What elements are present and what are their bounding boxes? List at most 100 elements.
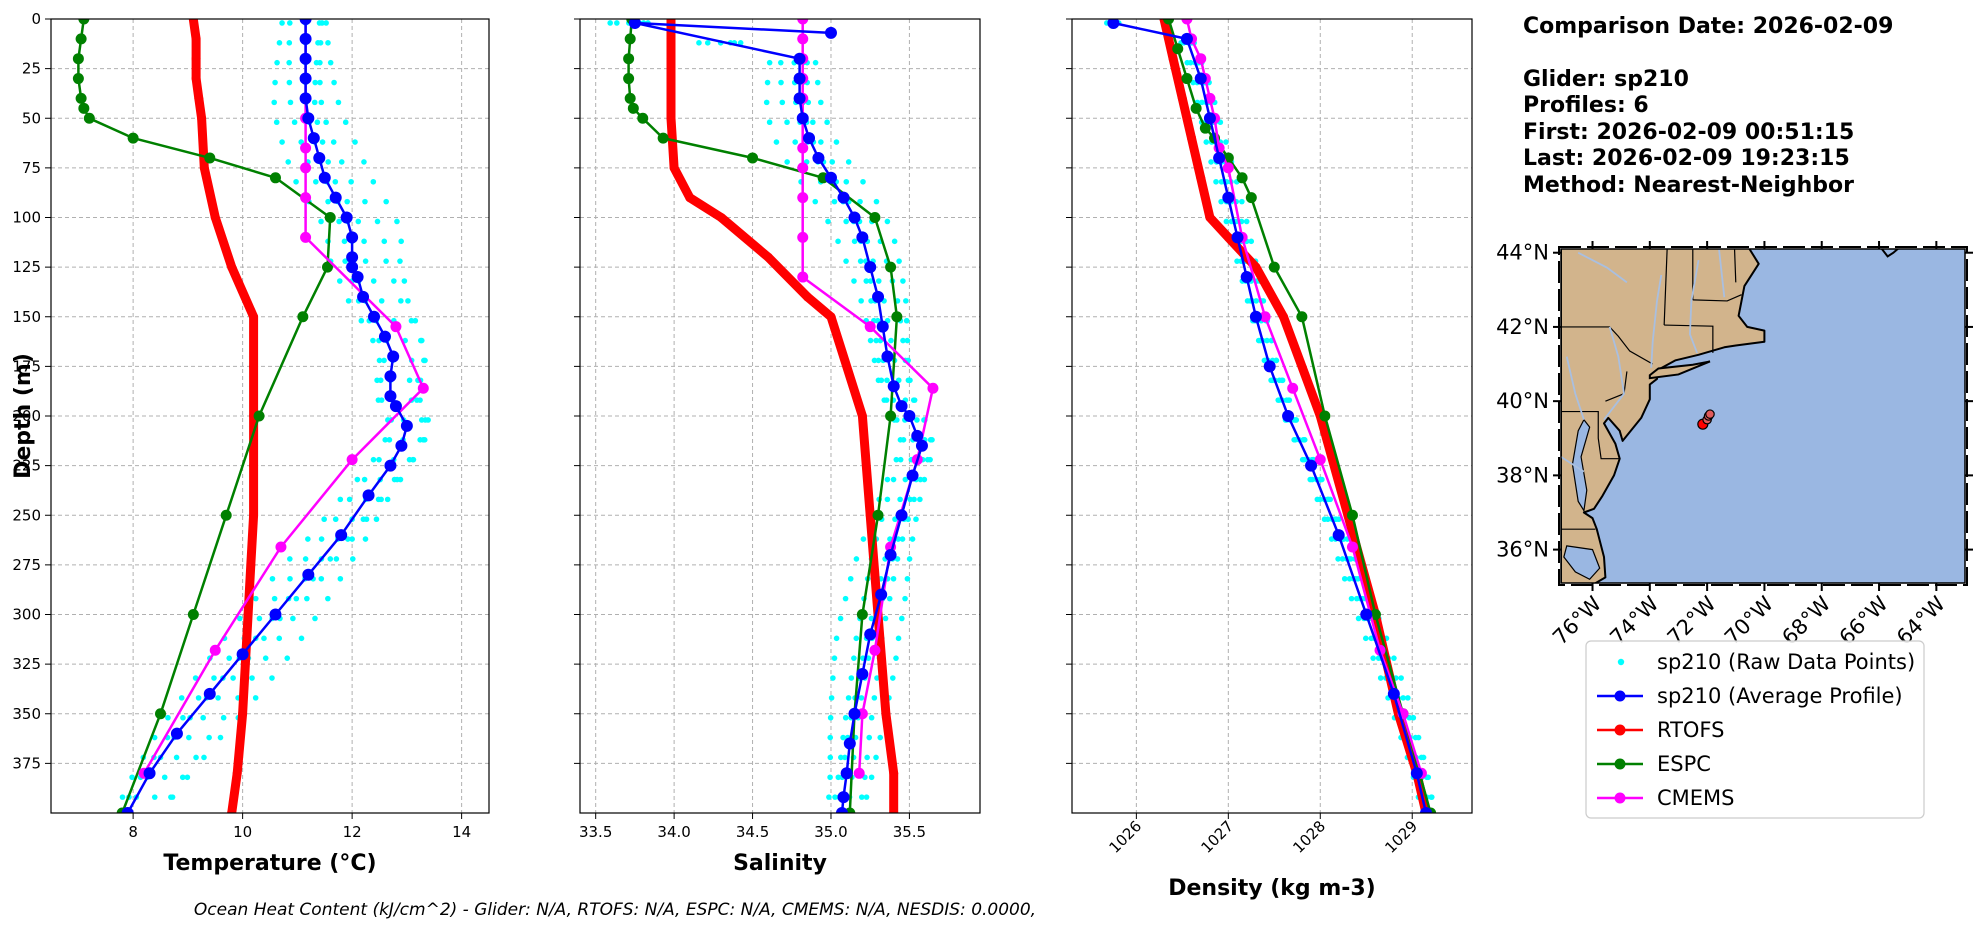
raw-data-point xyxy=(151,794,158,800)
river xyxy=(1577,251,1628,284)
raw-data-point xyxy=(230,675,236,681)
raw-data-point xyxy=(875,357,882,364)
raw-data-point xyxy=(362,536,369,542)
glider-point xyxy=(400,419,413,432)
espc-point xyxy=(1199,122,1211,134)
raw-data-point xyxy=(1208,159,1214,165)
glider-point xyxy=(1203,112,1216,125)
espc-point xyxy=(869,212,881,223)
espc-point xyxy=(623,53,635,65)
raw-data-point xyxy=(848,675,855,681)
glider-point xyxy=(895,400,908,413)
glider-point xyxy=(203,687,216,700)
glider-point xyxy=(840,767,853,780)
raw-data-point xyxy=(845,695,852,701)
raw-data-point xyxy=(843,258,849,264)
raw-data-point xyxy=(851,278,857,284)
raw-data-point xyxy=(833,635,840,642)
profile-count: Profiles: 6 xyxy=(1523,93,1649,118)
cmems-point xyxy=(300,192,312,204)
glider-point xyxy=(915,439,928,452)
raw-data-point xyxy=(902,595,908,602)
glider-point xyxy=(389,400,402,413)
raw-data-point xyxy=(784,119,790,126)
y-tick-label: 250 xyxy=(12,506,41,524)
raw-data-point xyxy=(312,79,318,86)
raw-data-point xyxy=(929,437,935,443)
map-lat-label: 40°N xyxy=(1496,389,1549,413)
first-time: First: 2026-02-09 00:51:15 xyxy=(1523,119,1855,145)
raw-data-point xyxy=(317,40,324,46)
raw-data-point xyxy=(333,556,340,562)
y-tick-label: 200 xyxy=(12,407,41,425)
glider-point xyxy=(1360,608,1373,621)
x-axis-label: Salinity xyxy=(733,851,827,876)
legend-entry-espc: ESPC xyxy=(1597,752,1711,776)
river xyxy=(1603,326,1625,421)
raw-data-point xyxy=(397,258,403,264)
cmems-point xyxy=(1181,19,1193,25)
raw-data-point xyxy=(840,734,846,741)
raw-data-point xyxy=(1339,556,1346,562)
rtofs-point xyxy=(865,510,875,520)
raw-data-point xyxy=(383,198,389,205)
rtofs-point xyxy=(249,510,259,520)
espc-point xyxy=(1346,509,1358,521)
raw-data-point xyxy=(900,337,906,344)
glider-point xyxy=(848,211,861,224)
raw-data-point xyxy=(378,298,385,304)
raw-data-point xyxy=(830,675,836,681)
glider-point xyxy=(307,132,320,145)
rtofs-point xyxy=(194,93,204,103)
rtofs-point xyxy=(1177,93,1187,103)
x-tick-label: 14 xyxy=(452,823,471,841)
plot-area xyxy=(72,19,431,813)
long-island xyxy=(1648,360,1711,380)
y-tick-label: 150 xyxy=(12,308,41,326)
raw-data-point xyxy=(319,139,326,145)
raw-data-point xyxy=(1243,218,1250,225)
raw-data-point xyxy=(1199,99,1205,106)
cmems-point xyxy=(797,162,809,174)
raw-data-point xyxy=(318,218,324,225)
chesapeake-bay xyxy=(1571,418,1591,513)
last-time: Last: 2026-02-09 19:23:15 xyxy=(1523,146,1850,171)
raw-data-point xyxy=(1273,357,1279,364)
raw-data-point xyxy=(899,615,905,622)
espc-point xyxy=(623,73,635,85)
x-tick-label: 1027 xyxy=(1197,817,1237,857)
raw-data-point xyxy=(211,675,217,681)
raw-data-point xyxy=(874,675,880,681)
raw-data-point xyxy=(890,675,896,681)
raw-data-point xyxy=(354,476,361,483)
glider-point xyxy=(864,628,877,641)
espc-point xyxy=(78,102,90,114)
raw-data-point xyxy=(843,178,850,185)
raw-data-point xyxy=(1354,595,1360,602)
raw-data-point xyxy=(323,20,329,26)
cmems-point xyxy=(797,19,809,25)
raw-data-point xyxy=(317,79,323,86)
raw-data-point xyxy=(886,595,893,602)
raw-data-point xyxy=(1362,635,1369,642)
glider-point xyxy=(313,151,326,164)
glider-point xyxy=(837,791,850,804)
raw-data-point xyxy=(406,377,413,384)
map-lat-label: 36°N xyxy=(1496,538,1549,562)
raw-data-point xyxy=(1347,556,1354,562)
raw-data-point xyxy=(1279,377,1285,384)
raw-data-point xyxy=(868,615,875,622)
legend-marker xyxy=(1614,758,1626,770)
legend-entry-cmems: CMEMS xyxy=(1597,786,1735,810)
raw-data-point xyxy=(398,298,404,304)
raw-data-point xyxy=(827,754,834,761)
raw-data-point xyxy=(290,615,296,622)
raw-data-point xyxy=(737,40,744,46)
raw-data-point xyxy=(352,139,358,145)
raw-data-point xyxy=(835,238,841,245)
location-map: 36°N38°N40°N42°N44°N76°W 74°W 72°W 70°W 68°W… xyxy=(1496,241,1973,650)
raw-data-point xyxy=(325,40,331,46)
raw-data-point xyxy=(858,695,865,701)
